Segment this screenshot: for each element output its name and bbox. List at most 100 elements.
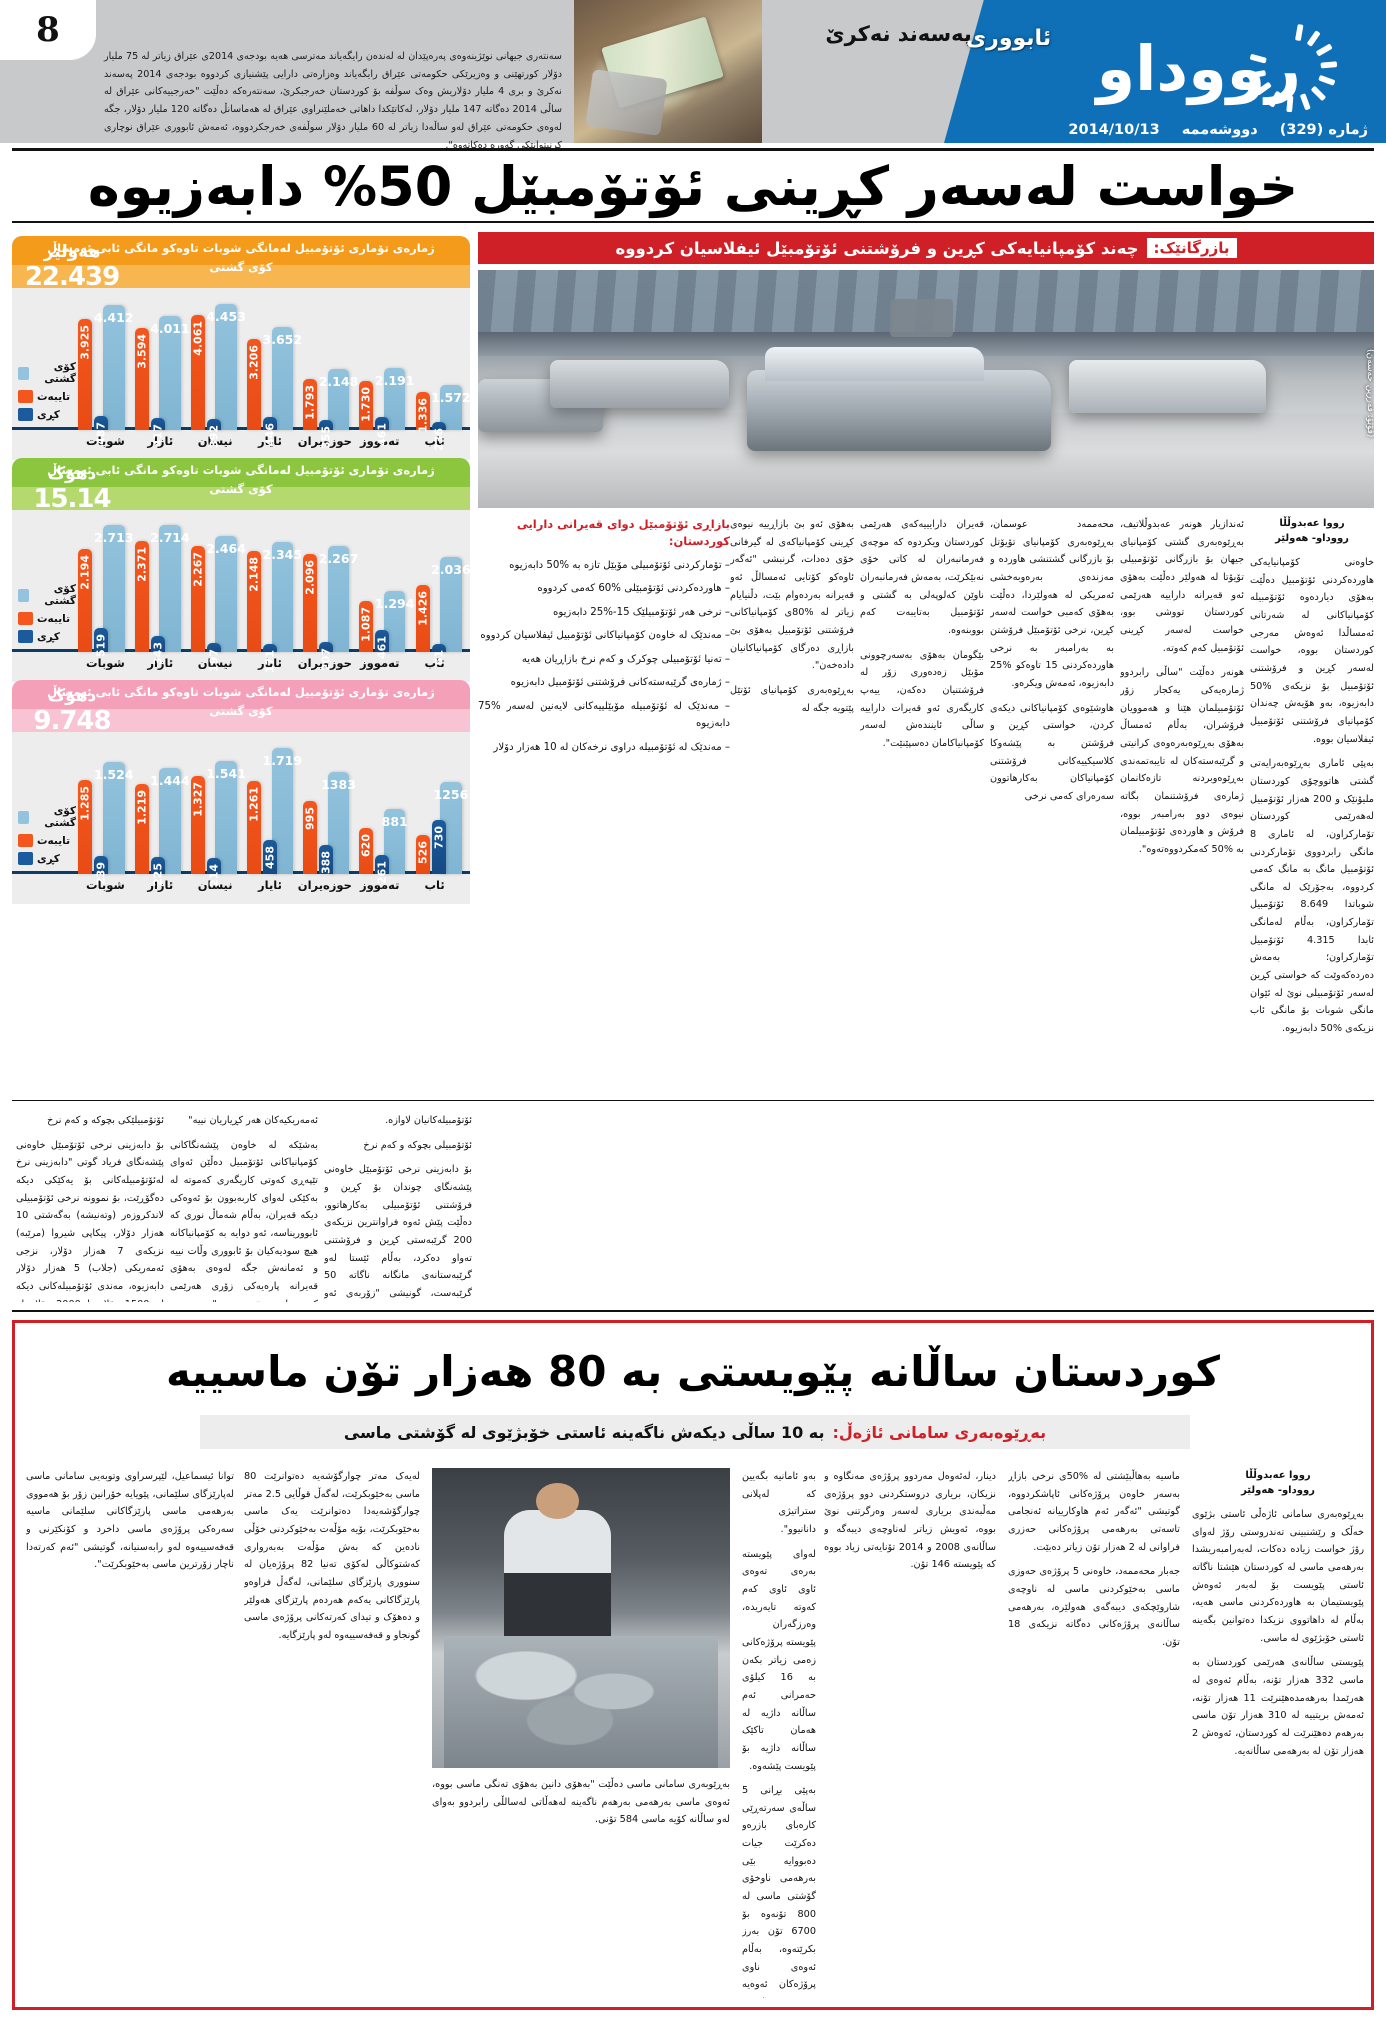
bullet-item: مەندێک لە خاوەن کۆمپانیاکانی ئۆتۆمبیل ئی…: [478, 627, 730, 645]
bar-label-buy: 207: [319, 648, 333, 672]
bar-private: 1.261: [246, 781, 261, 874]
x-tick-label: نیسان: [197, 434, 233, 448]
article2-column-4: بەو ئامانیە بگەیین کە لەپلانی ستراتیژی د…: [742, 1468, 816, 1998]
article1-rule-bottom: [12, 1310, 1374, 1312]
bar-label-total: 1256: [433, 786, 469, 802]
chart-legend: کۆی گشتی تایبەت کڕی: [18, 583, 76, 648]
bar-label-private: 1.087: [359, 607, 373, 642]
x-tick-label: تەمووز: [360, 656, 400, 670]
bar-label-buy: 197: [207, 648, 221, 672]
bar-private: 3.594: [134, 328, 149, 430]
bar-groups: 1256 730 526 881 261 620 1383 388 995 1.719 458 1.2…: [78, 738, 468, 887]
bar-buy: 392: [206, 418, 221, 448]
photo-wall: [478, 331, 1374, 356]
legend-label: کڕی: [37, 630, 60, 643]
legend-item: کڕی: [18, 630, 76, 643]
bar-group: 4.412 487 3.925: [78, 294, 134, 445]
article2-column-5: بەڕێوبەری سامانی ماسی دەڵێت "بەهۆی دانین…: [432, 1776, 730, 1998]
bar-label-private: 3.925: [78, 324, 92, 360]
x-tick-label: ئازار: [147, 434, 174, 448]
bar-total: 2.267: [319, 545, 358, 652]
article1-rule: [12, 1100, 1374, 1101]
bar-group: 2.464 197 2.267: [190, 516, 246, 672]
bar-private: 2.096: [303, 553, 318, 652]
bar-private: 3.925: [78, 318, 93, 430]
legend-swatch: [18, 834, 33, 847]
article1-paragraph: بێگومان بەهۆی بەسەرچوونی مۆبێل زەدەوری ز…: [860, 649, 984, 749]
bullet-item: نرخی هەر ئۆتۆمبیلێک 15-%25 دابەزیوە: [478, 604, 730, 622]
bar-label-buy: 171: [263, 649, 277, 673]
chart-kpi-value: 15.14: [33, 484, 111, 510]
x-tick-label: ئاب: [424, 434, 445, 448]
bar-group: 2.713 519 2.194: [78, 516, 134, 657]
bar-group: 1.524 239 1.285: [78, 738, 134, 885]
bar-total: 4.412: [94, 305, 134, 430]
article2-paragraph: لەیەک مەتر چوارگۆشەیە دەتوانرێت 80 ماسی …: [244, 1471, 420, 1641]
chart-kpi-value: 9.748: [33, 706, 111, 732]
article1-paragraph: هونەر دەڵێت "ساڵی رابردوو ژمارەیەکی یەکج…: [1120, 667, 1244, 855]
bar-total: 2.191: [375, 367, 414, 430]
article2-paragraph: دینار، لەئەوەل مەردوو پرۆژەی مەنگاوە و ن…: [824, 1471, 996, 1571]
article2-photo-fish-market: [432, 1468, 730, 1768]
bar-buy: 197: [206, 642, 221, 672]
bar-label-private: 2.194: [78, 555, 92, 590]
article1-column-4: قەیران دارایییەکەی هەرێمی کوردستان ویکرد…: [860, 516, 984, 1088]
bar-total: 2.148: [319, 369, 358, 430]
bar-group: 4.453 392 4.061: [190, 294, 246, 448]
bar-total: 1.444: [150, 767, 190, 874]
bar-label-total: 2.714: [150, 529, 190, 545]
section-category-label: ئابووری: [966, 26, 1052, 51]
bar-label-buy: 519: [94, 633, 108, 657]
bar-label-total: 2.036: [431, 561, 471, 577]
bullet-box: بازاڕی ئۆتۆمبێل دوای قەیرانی دارایی کورد…: [478, 516, 730, 762]
article1-paragraph: بەهۆی ئەو بێ بازاڕییە نیوەی کڕینی کۆمپان…: [730, 519, 854, 672]
photo-car-3: [549, 360, 729, 409]
article2-paragraph: جەبار محەممەد، خاوەنی 5 پرۆژەی حەوزی ماس…: [1008, 1566, 1180, 1648]
chart-title-band: ژمارەی تۆماری ئۆتۆمبیل لەمانگی شوبات تاو…: [12, 458, 470, 510]
legend-label: کڕی: [37, 408, 60, 421]
chart-kpi: هەولێر 22.439: [20, 242, 124, 288]
masthead-photo-currency: [574, 0, 762, 143]
chart-plot-area: 1.572 236 1.336 2.191 461 1.730 2.148 355 1.793 3…: [12, 288, 471, 460]
legend-swatch: [18, 810, 30, 824]
bar-label-private: 1.261: [247, 787, 261, 823]
dateline-issue: ژماره (329): [1279, 122, 1368, 138]
bar-total: 4.011: [150, 316, 190, 430]
headline-rule-top: [12, 148, 1374, 151]
bar-label-private: 2.096: [303, 559, 317, 595]
legend-swatch: [18, 588, 30, 602]
article1-paragraph: بەپێی ئامارى بەڕێوەبەرایەتی گشتی هاتووچۆ…: [1250, 758, 1374, 1035]
bar-label-buy: 261: [375, 860, 389, 884]
article1-lower-column-3: ئۆتۆمبیلێکی بچوکە و کەم نرخ بۆ دابەزینی ن…: [16, 1112, 164, 1302]
x-tick-label: نیسان: [197, 656, 233, 670]
page-number: 8: [36, 10, 60, 50]
bar-group: 2.148 355 1.793: [303, 294, 358, 449]
bar-label-total: 4.453: [206, 308, 246, 324]
article1-lower-paragraph: ئۆتۆمبیلەکانیان لاوازە.: [385, 1115, 472, 1126]
x-tick-label: ئاب: [424, 656, 445, 670]
chart-city: دهۆک: [47, 686, 97, 706]
legend-label: تایبەت: [37, 390, 71, 403]
sub-headline-bar: بازرگانێک: چەند کۆمپانیایەکی کڕین و فرۆش…: [478, 232, 1374, 264]
article2-column-7: توانا ئیسماعیل، لێپرسراوی وتوبەیی سامانی…: [26, 1468, 234, 1998]
bar-private: 995: [303, 800, 318, 874]
bar-label-private: 3.594: [135, 334, 149, 369]
bar-group: 1.719 458 1.261: [246, 738, 302, 874]
masthead-lead-body-wrap: سەنتەری جیهانی نوێژینەوەی پەرەپێدان لە ل…: [0, 48, 576, 154]
bar-label-private: 2.267: [191, 551, 205, 587]
chart-title-line2: کۆی گشتی: [209, 260, 273, 274]
article1-lower-paragraph: بەشێکە لە خاوەن پێشەنگاکانی کۆمپانیاکانی…: [170, 1139, 318, 1302]
bar-label-buy: 236: [432, 427, 446, 451]
bar-buy: 225: [150, 857, 165, 886]
legend-item: تایبەت: [18, 390, 76, 403]
bar-label-total: 1383: [321, 777, 356, 793]
legend-item: کڕی: [18, 408, 76, 421]
headline-rule-bottom: [12, 221, 1374, 223]
bar-total: 881: [382, 809, 408, 874]
chart-plot-area: 1256 730 526 881 261 620 1383 388 995 1.719 458 1.2…: [12, 732, 470, 904]
bar-label-buy: 392: [207, 424, 221, 448]
bar-buy: 461: [375, 630, 390, 659]
bar-total: 1.294: [375, 591, 414, 652]
chart-hewler: ژمارەی تۆماری ئۆتۆمبیل لەمانگی شوبات تاو…: [12, 236, 471, 460]
